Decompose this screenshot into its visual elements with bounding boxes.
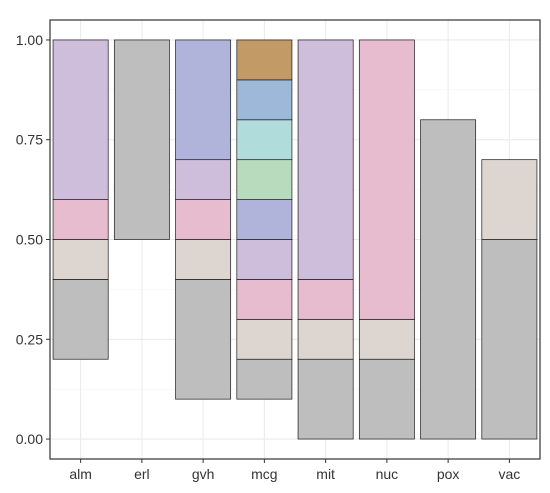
bar-segment-mcg-3 — [236, 239, 293, 280]
bar-segment-mcg-2 — [236, 279, 293, 320]
x-tick-label-vac: vac — [498, 466, 520, 482]
bars-layer — [52, 39, 538, 440]
bar-segment-vac-0 — [481, 239, 538, 440]
bar-segment-erl-0 — [113, 39, 170, 240]
bar-segment-mcg-5 — [236, 159, 293, 200]
x-tick-label-mit: mit — [316, 466, 335, 482]
bar-segment-mcg-0 — [236, 358, 293, 400]
bar-segment-mcg-1 — [236, 318, 293, 360]
bar-segment-nuc-0 — [358, 358, 415, 440]
bar-segment-alm-0 — [52, 279, 109, 360]
bar-segment-pox-0 — [420, 119, 477, 440]
bar-segment-mit-2 — [297, 279, 354, 320]
bar-segment-nuc-1 — [358, 318, 415, 360]
y-tick-label: 1.00 — [16, 32, 43, 48]
bar-segment-alm-3 — [52, 39, 109, 200]
bar-segment-gvh-1 — [175, 239, 232, 280]
bar-segment-alm-2 — [52, 199, 109, 240]
bar-segment-gvh-4 — [175, 39, 232, 161]
bar-segment-mcg-4 — [236, 199, 293, 240]
bar-segment-gvh-2 — [175, 199, 232, 240]
bar-segment-mit-0 — [297, 358, 354, 440]
x-axis: alm erl gvh mcg mit nuc pox vac — [69, 459, 520, 482]
bar-segment-mit-1 — [297, 318, 354, 360]
x-tick-label-pox: pox — [437, 466, 460, 482]
x-tick-label-gvh: gvh — [192, 466, 215, 482]
bar-segment-mcg-6 — [236, 119, 293, 161]
x-tick-label-nuc: nuc — [376, 466, 399, 482]
x-tick-label-erl: erl — [134, 466, 150, 482]
y-axis: 0.00 0.25 0.50 0.75 1.00 — [16, 32, 50, 447]
bar-segment-gvh-0 — [175, 279, 232, 400]
bar-segment-alm-1 — [52, 239, 109, 280]
x-tick-label-alm: alm — [69, 466, 92, 482]
x-tick-label-mcg: mcg — [251, 466, 277, 482]
y-tick-label: 0.00 — [16, 431, 43, 447]
bar-segment-gvh-3 — [175, 159, 232, 200]
y-tick-label: 0.25 — [16, 331, 43, 347]
bar-segment-mit-3 — [297, 39, 354, 280]
bar-segment-vac-1 — [481, 159, 538, 240]
bar-segment-nuc-2 — [358, 39, 415, 320]
bar-segment-mcg-7 — [236, 79, 293, 121]
bar-segment-mcg-8 — [236, 39, 293, 81]
y-tick-label: 0.50 — [16, 232, 43, 248]
y-tick-label: 0.75 — [16, 132, 43, 148]
